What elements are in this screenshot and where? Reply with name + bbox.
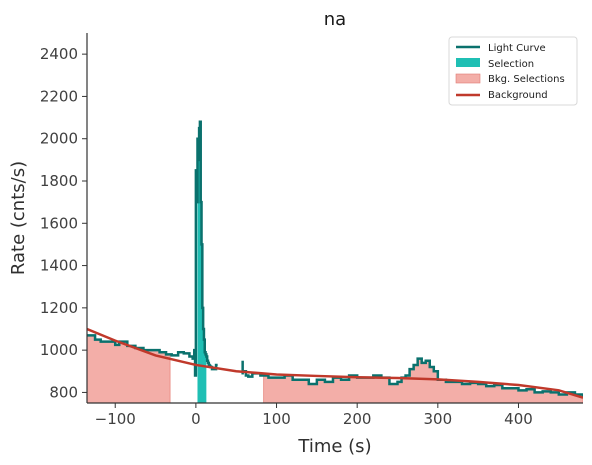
y-tick-label: 2400 [40,45,78,63]
x-tick-label: −100 [95,410,136,428]
legend-frame [448,36,578,106]
legend-label-light-curve: Light Curve [488,43,546,54]
x-tick-label: 200 [343,410,372,428]
x-axis-label: Time (s) [297,436,371,457]
y-tick-label: 2000 [40,130,78,148]
x-tick-label: 400 [504,410,533,428]
legend-label-background: Background [488,90,548,101]
legend-label-selection: Selection [488,59,534,70]
y-tick-label: 1800 [40,172,78,190]
y-tick-label: 1400 [40,257,78,275]
background-fit-line [87,327,583,399]
legend-label-bkg-selections: Bkg. Selections [488,74,565,85]
plot-marks [87,120,583,403]
chart-title: na [324,9,346,30]
y-tick-label: 1200 [40,299,78,317]
axes: −100 0 100 200 300 400 800 1000 1200 1400 1600 1800… [40,33,583,428]
y-tick-label: 1600 [40,214,78,232]
y-tick-label: 2200 [40,87,78,105]
legend: Light Curve Selection Bkg. Selections Ba… [448,36,578,106]
plot-area [87,120,583,403]
x-tick-label: 0 [191,410,201,428]
x-tick-label: 300 [424,410,453,428]
y-axis-label: Rate (cnts/s) [8,161,29,275]
legend-swatch-selection [456,58,480,67]
y-tick-label: 1000 [40,341,78,359]
y-tick-label: 800 [49,383,78,401]
bkg-selection-region-1 [263,358,583,403]
x-tick-label: 100 [262,410,291,428]
legend-swatch-bkg-selections [455,73,481,84]
